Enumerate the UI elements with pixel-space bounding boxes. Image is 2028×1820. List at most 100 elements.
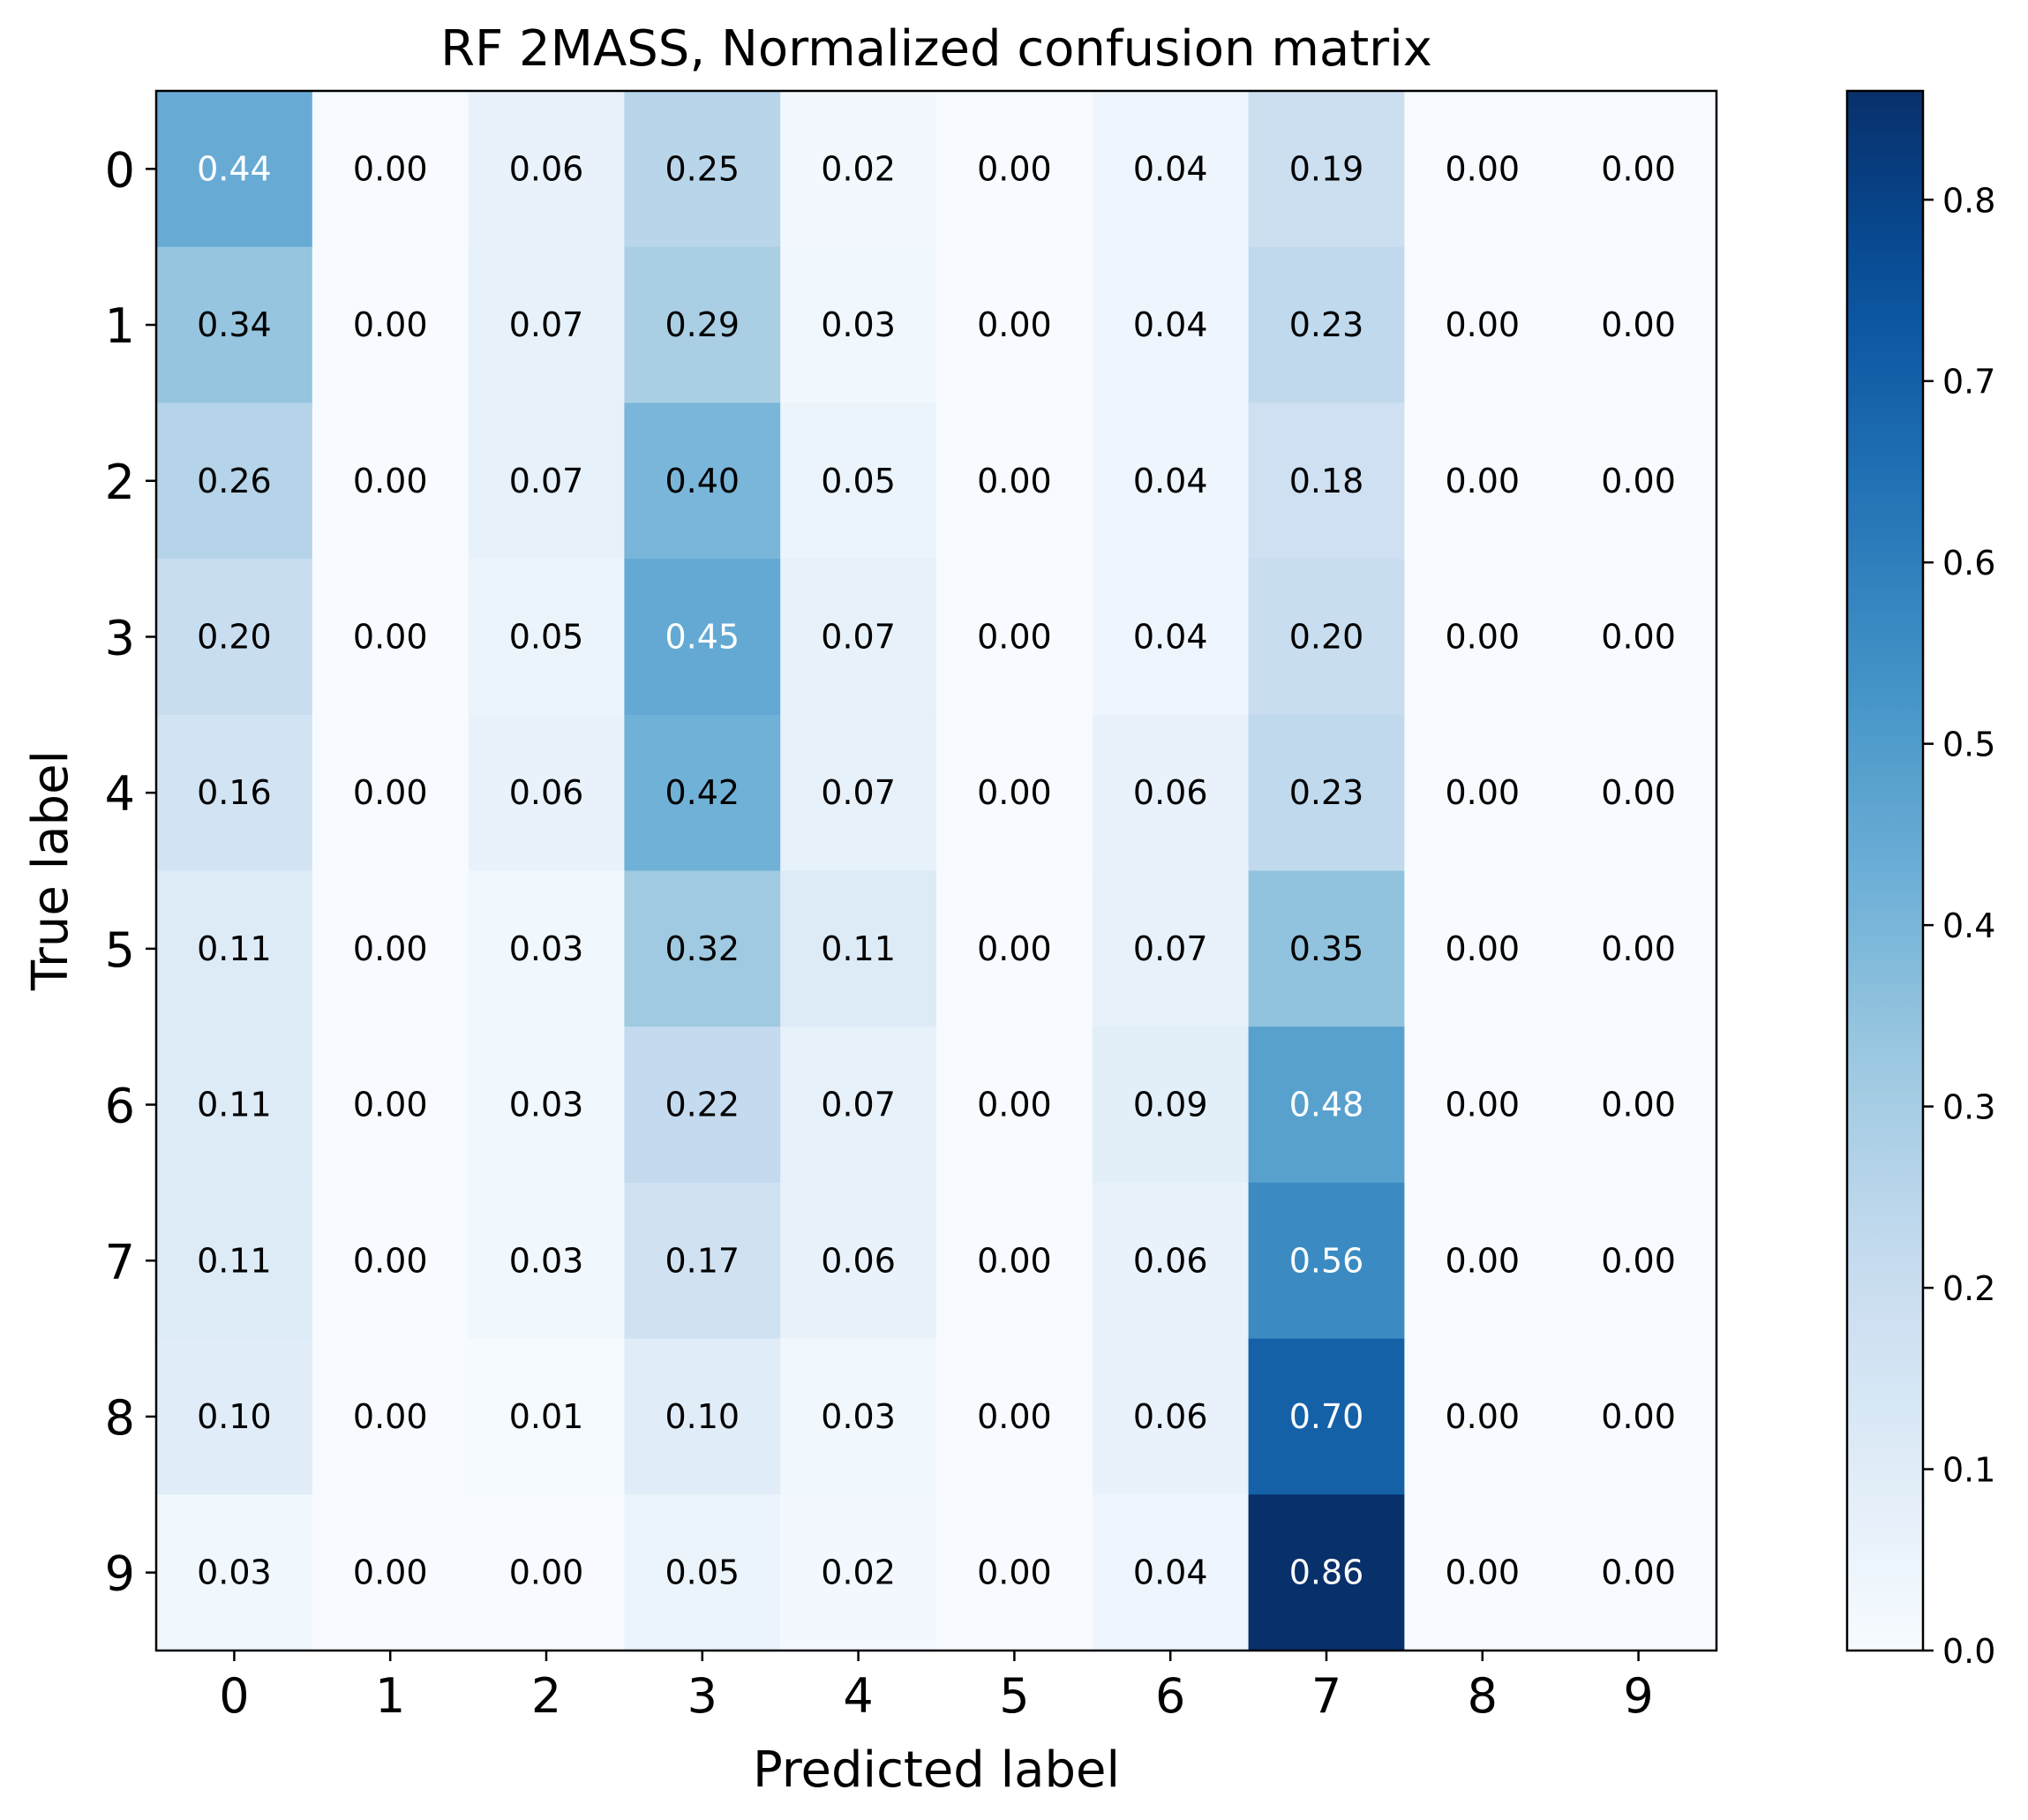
cell-value-label: 0.00: [1445, 305, 1520, 344]
cell-value-label: 0.44: [197, 149, 272, 188]
heatmap-cell: [1560, 1338, 1717, 1495]
heatmap-cell: [1248, 1494, 1405, 1651]
cell-value-label: 0.00: [1445, 462, 1520, 500]
heatmap-cell: [1092, 870, 1250, 1027]
x-tick-label: 6: [1155, 1668, 1185, 1724]
cell-value-label: 0.00: [1601, 1553, 1676, 1592]
x-tick-label: 9: [1623, 1668, 1653, 1724]
y-tick-label: 0: [105, 142, 135, 198]
cell-value-label: 0.00: [977, 305, 1052, 344]
heatmap-cell: [780, 1494, 937, 1651]
y-axis-label: True label: [22, 750, 79, 991]
cell-value-label: 0.10: [197, 1397, 272, 1436]
heatmap-cell: [624, 1182, 781, 1340]
heatmap-cell: [1404, 402, 1561, 560]
cell-value-label: 0.03: [821, 1397, 896, 1436]
heatmap-cell: [1248, 246, 1405, 403]
cell-value-label: 0.40: [665, 462, 740, 500]
y-tick-label: 3: [105, 610, 135, 666]
cell-value-label: 0.00: [353, 1397, 428, 1436]
cell-value-label: 0.06: [1133, 1397, 1208, 1436]
heatmap-cell: [156, 1338, 313, 1495]
heatmap-cell: [468, 870, 625, 1027]
heatmap-cell: [936, 1182, 1093, 1340]
x-tick-label: 3: [687, 1668, 717, 1724]
heatmap-cell: [1092, 559, 1250, 716]
heatmap-cell: [1560, 91, 1717, 248]
heatmap-cell: [468, 1182, 625, 1340]
cell-value-label: 0.04: [1133, 305, 1208, 344]
cell-value-label: 0.06: [509, 773, 584, 812]
cell-value-label: 0.02: [821, 1553, 896, 1592]
heatmap-cell: [1248, 1027, 1405, 1184]
cell-value-label: 0.00: [509, 1553, 584, 1592]
x-tick-label: 1: [375, 1668, 405, 1724]
heatmap-cell: [1248, 559, 1405, 716]
heatmap-cell: [468, 402, 625, 560]
heatmap-cell: [1404, 870, 1561, 1027]
y-tick-label: 6: [105, 1079, 135, 1134]
colorbar-tick-label: 0.6: [1942, 544, 1995, 583]
heatmap-cell: [780, 1338, 937, 1495]
heatmap-cell: [1404, 1494, 1561, 1651]
cell-value-label: 0.06: [509, 149, 584, 188]
heatmap-cell: [312, 91, 469, 248]
heatmap-cell: [468, 1338, 625, 1495]
heatmap-cell: [156, 246, 313, 403]
heatmap-cell: [1404, 91, 1561, 248]
y-tick-label: 8: [105, 1390, 135, 1446]
cell-value-label: 0.03: [197, 1553, 272, 1592]
heatmap-cell: [936, 246, 1093, 403]
cell-value-label: 0.01: [509, 1397, 584, 1436]
x-tick-label: 8: [1468, 1668, 1498, 1724]
plot-frame: [154, 89, 1718, 1652]
cell-value-label: 0.05: [821, 462, 896, 500]
heatmap-cell: [780, 714, 937, 871]
colorbar-tick-label: 0.3: [1942, 1088, 1995, 1127]
heatmap-cell: [1404, 246, 1561, 403]
heatmap-cell: [156, 91, 313, 248]
heatmap-cell: [312, 1182, 469, 1340]
cell-value-label: 0.48: [1289, 1086, 1364, 1124]
cell-value-label: 0.00: [1601, 1241, 1676, 1280]
cell-value-label: 0.34: [197, 305, 272, 344]
cell-value-label: 0.06: [821, 1241, 896, 1280]
heatmap-cell: [1248, 1182, 1405, 1340]
heatmap-cell: [624, 246, 781, 403]
cell-value-label: 0.00: [1445, 773, 1520, 812]
heatmap-cells: [156, 91, 1717, 1651]
x-axis-label: Predicted label: [753, 1741, 1120, 1799]
x-tick-label: 7: [1311, 1668, 1341, 1724]
x-tick-label: 2: [531, 1668, 561, 1724]
cell-value-label: 0.11: [197, 929, 272, 968]
colorbar-tick-label: 0.8: [1942, 181, 1995, 220]
cell-value-label: 0.06: [1133, 773, 1208, 812]
x-axis-ticks: 0 1 2 3 4 5 6 7 8 9: [219, 1651, 1654, 1724]
cell-value-label: 0.17: [665, 1241, 740, 1280]
heatmap-cell: [156, 714, 313, 871]
y-tick-label: 4: [105, 766, 135, 822]
cell-value-label: 0.00: [1601, 149, 1676, 188]
heatmap-cell: [1560, 1494, 1717, 1651]
cell-value-label: 0.00: [1601, 462, 1676, 500]
colorbar-ticks: 0.0 0.1 0.2 0.3 0.4 0.5 0.6 0.7 0.8: [1923, 181, 1995, 1671]
colorbar-tick-label: 0.4: [1942, 906, 1995, 945]
colorbar: [1845, 89, 1925, 1652]
heatmap-cell: [1092, 1027, 1250, 1184]
cell-value-label: 0.18: [1289, 462, 1364, 500]
heatmap-cell: [1560, 1182, 1717, 1340]
cell-value-label: 0.86: [1289, 1553, 1364, 1592]
cell-value-label: 0.00: [1601, 1086, 1676, 1124]
cell-value-label: 0.00: [353, 1553, 428, 1592]
heatmap-cell: [1092, 1338, 1250, 1495]
heatmap-cell: [312, 1027, 469, 1184]
cell-value-label: 0.04: [1133, 1553, 1208, 1592]
cell-value-label: 0.07: [509, 462, 584, 500]
chart-title: RF 2MASS, Normalized confusion matrix: [440, 20, 1432, 78]
heatmap-cell: [624, 402, 781, 560]
cell-value-label: 0.00: [353, 1241, 428, 1280]
heatmap-cell: [780, 559, 937, 716]
cell-value-label: 0.00: [1445, 1086, 1520, 1124]
cell-value-label: 0.03: [509, 929, 584, 968]
cell-value-label: 0.05: [509, 617, 584, 656]
